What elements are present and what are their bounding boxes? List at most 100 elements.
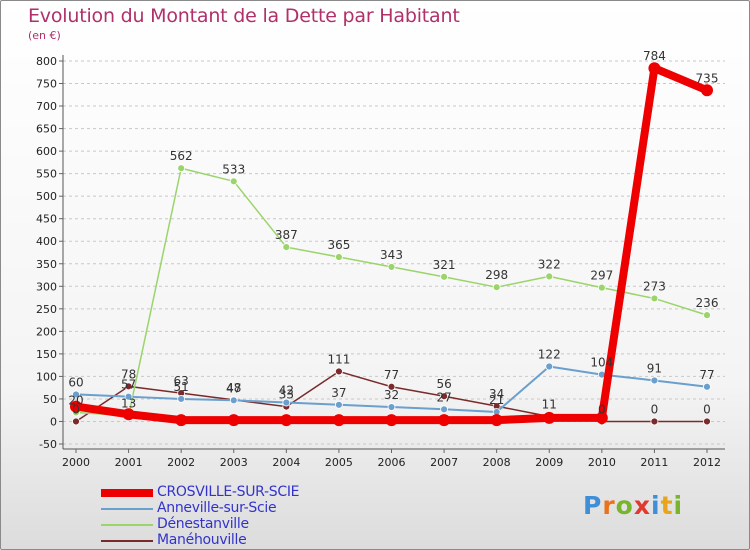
data-label: 56 [436, 377, 451, 391]
y-tick-label: 750 [36, 78, 57, 91]
data-point [335, 253, 343, 261]
data-point [177, 164, 186, 173]
legend-item-crosville: CROSVILLE-SUR-SCIE [101, 484, 401, 501]
data-point [545, 272, 554, 281]
data-point [72, 390, 80, 399]
data-label: 42 [279, 384, 294, 398]
data-point [124, 392, 133, 401]
data-label: 784 [643, 49, 666, 63]
chart-subtitle: (en €) [28, 29, 61, 42]
data-label: 735 [696, 71, 719, 85]
data-label: 21 [489, 393, 504, 407]
legend-label-anneville: Anneville-sur-Scie [157, 500, 277, 516]
logo-letter: x [633, 491, 651, 520]
data-label: 27 [436, 390, 451, 404]
data-label: 104 [590, 356, 613, 370]
data-label: 32 [384, 388, 399, 402]
data-point [177, 395, 186, 403]
data-point [387, 263, 396, 271]
y-tick-label: -50 [39, 438, 57, 451]
data-point [440, 405, 448, 414]
data-label: 33 [279, 388, 294, 402]
logo-letter: P [583, 491, 603, 520]
data-point [543, 411, 556, 424]
data-point [490, 414, 503, 427]
data-label: 57 [121, 378, 136, 392]
data-label: 13 [121, 397, 136, 411]
x-tick-label: 2012 [693, 456, 721, 469]
data-label: 298 [485, 268, 508, 282]
data-label: 20 [68, 393, 83, 407]
y-tick-label: 150 [36, 348, 57, 361]
data-label: 63 [174, 374, 189, 388]
data-label: 236 [696, 296, 719, 310]
logo-letter: o [615, 491, 634, 520]
logo-letter: i [651, 491, 661, 520]
data-label: 47 [226, 381, 241, 395]
data-label: 34 [489, 387, 504, 401]
data-label: 297 [590, 269, 613, 283]
legend-label-crosville: CROSVILLE-SUR-SCIE [157, 484, 300, 500]
data-point [229, 396, 238, 405]
data-point [332, 414, 345, 427]
data-point [387, 382, 396, 391]
legend-swatch-denestanville [101, 524, 153, 526]
data-label: 37 [331, 386, 346, 400]
data-label: 387 [275, 228, 298, 242]
data-label: 78 [121, 367, 136, 381]
logo-letter: r [602, 491, 616, 520]
x-tick-label: 2009 [535, 456, 563, 469]
x-tick-label: 2004 [272, 456, 300, 469]
data-point [650, 417, 659, 426]
data-point [595, 411, 608, 424]
data-point [648, 62, 661, 75]
x-tick-label: 2002 [167, 456, 195, 469]
data-label: 0 [703, 402, 711, 416]
data-point [124, 382, 133, 391]
data-point [72, 417, 80, 426]
y-tick-label: 800 [36, 55, 57, 68]
y-tick-label: 0 [50, 415, 57, 428]
data-label: 0 [598, 402, 606, 416]
data-label: 60 [68, 375, 83, 389]
data-point [70, 400, 82, 413]
x-tick-label: 2006 [378, 456, 406, 469]
data-label: 91 [647, 361, 662, 375]
data-point [701, 84, 713, 97]
data-label: 122 [538, 347, 561, 361]
data-point [335, 367, 343, 376]
x-tick-label: 2011 [640, 456, 668, 469]
data-point [282, 398, 291, 407]
y-tick-label: 100 [36, 370, 57, 383]
data-label: 322 [538, 257, 561, 271]
y-tick-label: 600 [36, 145, 57, 158]
data-point [492, 283, 501, 292]
y-tick-label: 50 [43, 393, 57, 406]
x-tick-label: 2000 [62, 456, 90, 469]
legend-swatch-manehouville [101, 540, 153, 542]
proxiti-logo: Proxiti [583, 491, 683, 520]
y-tick-label: 450 [36, 213, 57, 226]
data-label: 321 [433, 258, 456, 272]
data-label: 273 [643, 279, 666, 293]
data-label: 51 [174, 380, 189, 394]
logo-letter: t [660, 491, 674, 520]
legend-item-manehouville: Manéhouville [101, 532, 401, 549]
y-tick-label: 200 [36, 325, 57, 338]
data-point [650, 376, 659, 385]
y-tick-label: 400 [36, 235, 57, 248]
y-tick-label: 300 [36, 280, 57, 293]
x-tick-label: 2010 [588, 456, 616, 469]
data-label: 0 [72, 402, 80, 416]
logo-letter: i [673, 491, 684, 520]
y-tick-label: 700 [36, 100, 57, 113]
data-point [385, 414, 398, 427]
x-tick-label: 2007 [430, 456, 458, 469]
data-point [703, 417, 711, 426]
legend-swatch-anneville [101, 508, 153, 510]
chart-title: Evolution du Montant de la Dette par Hab… [28, 5, 460, 27]
data-point [545, 362, 554, 371]
data-point [703, 382, 711, 391]
data-label: 365 [327, 238, 350, 252]
